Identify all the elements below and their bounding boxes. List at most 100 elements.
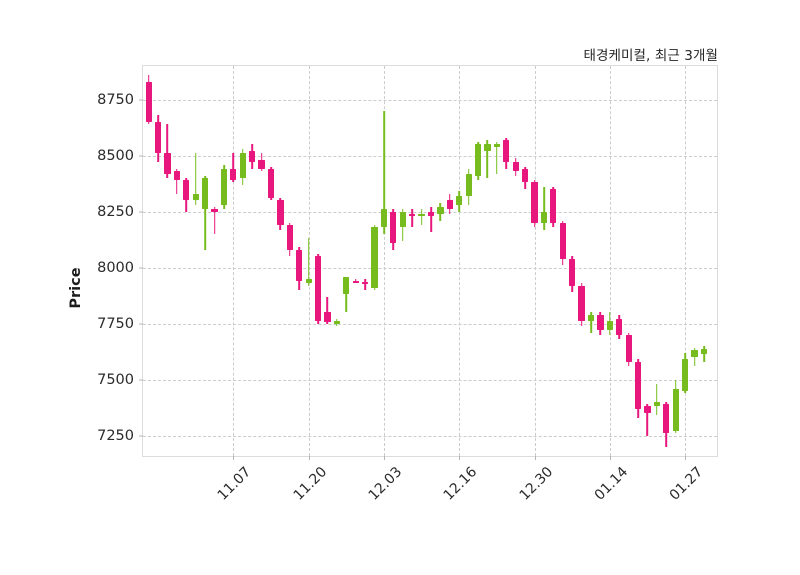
candle-wick [703,346,705,362]
y-tick-mark [139,99,143,101]
candlestick [634,66,642,458]
candlestick [249,66,256,458]
candle-body [644,406,651,414]
candle-body [305,278,312,284]
y-tick-mark [139,267,143,269]
gridline-vertical [534,66,536,456]
candle-body [249,151,256,163]
gridline-horizontal [143,435,717,437]
gridline-horizontal [143,99,717,101]
candle-wick [420,209,423,226]
candle-body [550,189,557,223]
gridline-vertical [459,66,461,456]
candlestick [474,66,482,458]
candle-body [653,402,660,407]
candlestick [371,66,378,458]
candlestick [305,66,312,458]
candle-wick [430,207,432,232]
candlestick [456,66,463,458]
candle-body [390,211,397,243]
candle-body [314,256,322,322]
candle-wick [232,153,235,183]
gridline-vertical [383,66,385,456]
candle-body [616,319,623,335]
candle-body [427,211,435,217]
candle-wick [486,139,489,178]
candlestick [672,66,679,458]
y-tick-mark [139,155,143,157]
candlestick [700,66,708,458]
candlestick [183,66,190,458]
candlestick [399,66,406,458]
candlestick [484,66,491,458]
candlestick [258,66,265,458]
candlestick [587,66,595,458]
candle-wick [307,238,310,286]
candlestick [663,66,670,458]
candle-body [559,222,566,259]
candlestick [154,66,162,458]
candle-body [371,227,378,288]
candle-body [230,169,237,181]
candle-body [154,122,162,154]
candle-body [503,139,510,163]
candle-body [220,169,228,205]
x-tick-mark [233,456,235,460]
candlestick [352,66,359,458]
gridline-vertical [685,66,687,456]
candle-body [296,249,303,282]
candle-body [333,321,340,324]
candlestick [559,66,566,458]
candlestick [145,66,152,458]
y-tick-label: 7250 [97,427,134,444]
candle-wick [383,110,385,234]
y-tick-label: 8250 [97,203,134,220]
candle-body [634,361,642,409]
candle-wick [194,153,197,205]
candle-body [578,285,585,322]
y-tick-label: 8500 [97,147,134,164]
candlestick [569,66,576,458]
candlestick [220,66,228,458]
candlestick [267,66,275,458]
candlestick [512,66,519,458]
candle-body [164,153,171,174]
candle-wick [656,384,658,416]
candle-body [456,195,463,205]
candle-wick [204,175,206,250]
candle-body [522,169,529,183]
candle-wick [543,186,545,230]
x-tick-mark [534,456,536,460]
y-tick-label: 7750 [97,315,134,332]
candlestick [173,66,180,458]
candle-body [380,209,388,228]
candlestick [427,66,435,458]
candlestick [691,66,698,458]
candle-body [465,173,472,196]
candle-body [540,211,548,223]
x-tick-label: 12.03 [365,464,406,504]
candlestick [362,66,369,458]
chart-title: 태경케미컬, 최근 3개월 [583,48,718,64]
candlestick [606,66,613,458]
candlestick [616,66,623,458]
candle-body [362,282,369,284]
candle-body [587,314,595,322]
candle-body [484,144,491,152]
candle-body [211,209,218,212]
candle-wick [496,142,498,174]
y-axis-label: Price [68,266,84,309]
candle-wick [646,404,649,436]
plot-inner: 7250 7500 7750 8000 8250 8500 8750 11.07 11.20 12… [97,66,717,504]
candlestick [390,66,397,458]
candlestick [333,66,340,458]
candle-wick [166,124,169,178]
gridline-vertical [609,66,611,456]
candle-body [277,200,284,226]
candlestick [597,66,604,458]
candlestick [202,66,209,458]
candle-body [343,276,350,295]
candlestick [531,66,538,458]
candle-body [531,182,538,223]
x-tick-label: 11.20 [290,464,330,504]
